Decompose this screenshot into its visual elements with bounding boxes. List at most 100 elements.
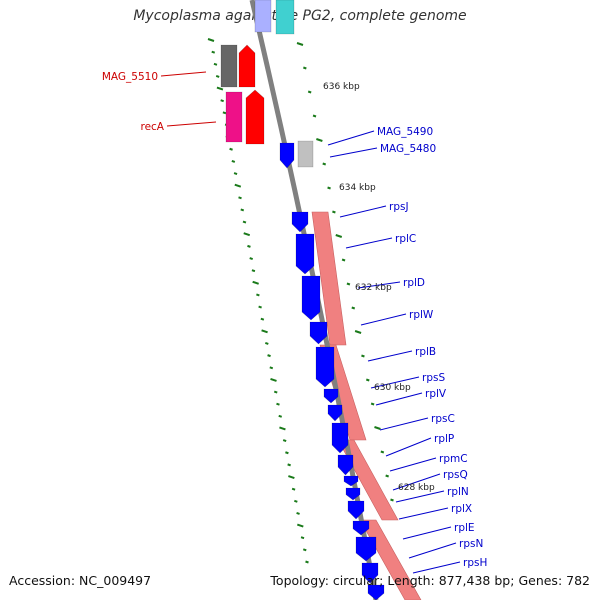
scale-label-1: 634 kbp (339, 183, 376, 193)
gene-operon-13[interactable] (355, 536, 377, 562)
gene-labels: MAG_5510 recA MAG_5490 MAG_5480 rpsJ rplC rplD… (102, 71, 488, 569)
ruler-tick-inner-32 (279, 426, 286, 431)
ruler-tick-inner-20 (252, 280, 259, 285)
gene-operon-12[interactable] (352, 520, 370, 536)
ruler-tick-outer-13 (361, 354, 365, 358)
ruler-tick-outer-18 (385, 474, 389, 478)
ruler-tick-inner-31 (278, 414, 283, 418)
leader-right-1 (329, 147, 378, 158)
leader-right-4 (357, 281, 401, 289)
leader-right-15 (402, 526, 452, 540)
gene-operon-2[interactable] (301, 275, 321, 321)
ruler-tick-inner-36 (288, 475, 295, 479)
gene-operon-14[interactable] (361, 562, 379, 584)
ruler-tick-inner-6 (222, 111, 227, 115)
leader-left-1 (166, 121, 217, 127)
gene-operon-11[interactable] (347, 500, 365, 520)
gene-reca-a[interactable] (225, 91, 243, 143)
ruler-tick-inner-14 (240, 208, 245, 212)
ruler-tick-inner-17 (247, 244, 251, 248)
gene-operon-0[interactable] (291, 211, 309, 233)
leader-right-12 (392, 473, 441, 491)
scale-labels: 636 kbp 634 kbp 632 kbp 630 kbp 628 kbp (323, 82, 435, 493)
scale-label-4: 628 kbp (398, 483, 435, 493)
gene-mag-5510-a[interactable] (220, 44, 238, 88)
gene-operon-9[interactable] (343, 475, 359, 487)
ruler-tick-inner-13 (238, 196, 242, 200)
gene-reca[interactable] (245, 89, 265, 145)
ruler-tick-outer-17 (380, 450, 385, 454)
gene-label-right-1: MAG_5480 (380, 143, 436, 155)
length-value: 877,438 bp (438, 573, 511, 588)
gene-operon-15[interactable] (367, 584, 385, 600)
ruler-tick-inner-27 (269, 366, 274, 370)
gene-label-right-5: rplW (409, 309, 434, 321)
gene-label-right-10: rplP (434, 433, 454, 445)
scale-label-3: 630 kbp (374, 383, 411, 393)
gene-operon-5[interactable] (323, 388, 339, 404)
ruler-tick-inner-39 (296, 511, 300, 515)
accession-label: Accession: (9, 573, 76, 588)
gene-top-1[interactable] (254, 0, 272, 33)
gene-mag-5490[interactable] (279, 142, 295, 169)
gene-label-right-11: rpmC (439, 453, 468, 465)
ruler-tick-inner-2 (213, 62, 218, 66)
gene-label-right-7: rpsS (422, 372, 445, 384)
leader-right-6 (367, 350, 413, 362)
gene-label-right-8: rplV (425, 388, 447, 400)
topology-label: Topology: (270, 573, 329, 588)
ruler-tick-inner-18 (249, 257, 254, 260)
gene-label-right-3: rplC (395, 233, 416, 245)
gene-label-right-0: MAG_5490 (377, 126, 433, 138)
gene-label-right-16: rpsN (459, 538, 483, 550)
gene-label-right-14: rplX (451, 503, 472, 515)
ruler-tick-inner-40 (296, 523, 304, 528)
gene-label-right-13: rplN (447, 486, 469, 498)
gene-operon-7[interactable] (331, 422, 349, 454)
gene-label-right-6: rplB (415, 346, 436, 358)
accession-value: NC_009497 (79, 573, 152, 588)
gene-operon-6[interactable] (327, 404, 343, 422)
ruler-tick-inner-15 (242, 220, 247, 224)
genes-label: Genes: (518, 573, 563, 588)
ruler-tick-outer-1 (303, 66, 307, 70)
ruler-tick-inner-4 (216, 86, 224, 91)
operon-band-0 (311, 211, 347, 346)
gene-top-2[interactable] (275, 0, 295, 35)
ruler-tick-inner-42 (302, 548, 307, 552)
ruler-tick-inner-33 (282, 439, 287, 443)
ruler-tick-outer-4 (316, 138, 323, 142)
gene-mag-5510[interactable] (238, 44, 256, 88)
ruler-tick-inner-0 (207, 38, 215, 42)
ruler-tick-inner-9 (229, 147, 233, 151)
gene-features[interactable] (220, 0, 385, 600)
ruler-tick-outer-8 (335, 234, 343, 238)
ruler-tick-outer-3 (312, 114, 317, 118)
ruler-tick-inner-16 (243, 232, 251, 237)
gene-operon-8[interactable] (337, 454, 354, 476)
ruler-tick-inner-28 (270, 377, 277, 382)
gene-mag-5480[interactable] (297, 140, 314, 168)
leader-right-11 (389, 457, 437, 472)
leader-right-3 (345, 237, 393, 249)
gene-operon-4[interactable] (315, 346, 335, 388)
label-leaders (160, 71, 461, 574)
ruler-tick-outer-9 (341, 258, 346, 262)
scale-label-2: 632 kbp (355, 283, 392, 293)
ruler-tick-outer-14 (365, 378, 370, 382)
ruler-tick-inner-34 (285, 451, 289, 455)
leader-right-14 (398, 507, 449, 520)
map-title: Mycoplasma agalactiae PG2, complete geno… (133, 8, 467, 24)
ruler-tick-inner-1 (211, 50, 216, 54)
topology-value: circular (332, 573, 380, 588)
leader-right-2 (339, 205, 387, 218)
gene-operon-10[interactable] (345, 487, 361, 501)
ruler-tick-outer-5 (322, 162, 327, 166)
gene-operon-3[interactable] (309, 321, 328, 345)
gene-operon-1[interactable] (295, 233, 315, 275)
gene-label-right-4: rplD (403, 277, 425, 289)
ruler-tick-outer-11 (351, 306, 356, 310)
ruler-ticks (207, 38, 394, 564)
length-label: Length: (387, 573, 435, 588)
